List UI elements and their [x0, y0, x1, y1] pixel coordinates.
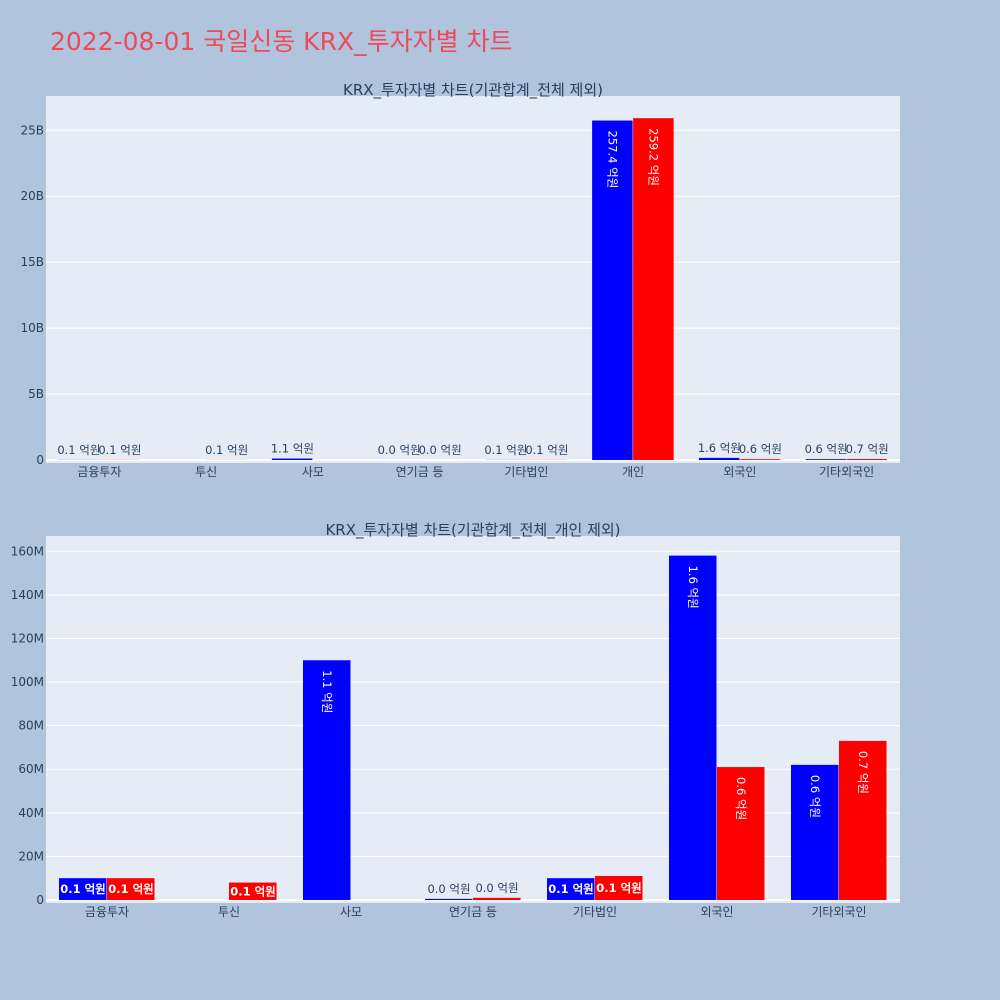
- bar: [739, 459, 781, 460]
- data-label: 0.0 억원: [427, 882, 470, 896]
- data-label: 0.7 억원: [856, 751, 870, 794]
- data-label: 0.1 억원: [108, 882, 154, 896]
- y-tick-label: 15B: [20, 255, 44, 269]
- bar: [303, 660, 351, 900]
- y-tick-label: 20M: [18, 849, 44, 863]
- x-tick-label: 연기금 등: [396, 465, 444, 479]
- data-label: 1.6 억원: [698, 441, 741, 455]
- bar: [547, 878, 595, 900]
- x-tick-label: 투신: [195, 465, 217, 479]
- data-label: 0.0 억원: [419, 443, 462, 457]
- plot-area-2: [46, 536, 900, 903]
- x-tick-label: 금융투자: [77, 465, 121, 479]
- data-label: 0.6 억원: [805, 442, 848, 456]
- data-label: 0.0 억원: [378, 443, 421, 457]
- x-tick-label: 외국인: [700, 905, 733, 919]
- x-tick-label: 사모: [340, 905, 362, 919]
- bar: [59, 878, 107, 900]
- x-tick-label: 기타외국인: [811, 905, 866, 919]
- chart-title: KRX_투자자별 차트(기관합계_전체 제외): [343, 81, 603, 100]
- data-label: 1.6 억원: [686, 566, 700, 609]
- y-tick-label: 120M: [11, 631, 44, 645]
- y-tick-label: 5B: [28, 387, 44, 401]
- bar: [595, 876, 643, 900]
- bar: [229, 882, 277, 900]
- bar: [271, 458, 313, 460]
- data-label: 0.1 억원: [525, 443, 568, 457]
- bar: [805, 459, 847, 460]
- data-label: 0.1 억원: [57, 443, 100, 457]
- data-label: 0.7 억원: [846, 442, 889, 456]
- y-tick-label: 100M: [11, 675, 44, 689]
- data-label: 0.6 억원: [808, 775, 822, 818]
- x-tick-label: 연기금 등: [449, 905, 497, 919]
- data-label: 0.1 억원: [484, 443, 527, 457]
- y-tick-label: 20B: [20, 189, 44, 203]
- plot-area-1: [46, 96, 900, 463]
- x-tick-label: 기타법인: [504, 465, 548, 479]
- data-label: 0.1 억원: [98, 443, 141, 457]
- y-tick-label: 40M: [18, 806, 44, 820]
- y-tick-label: 25B: [20, 123, 44, 137]
- y-tick-label: 10B: [20, 321, 44, 335]
- x-tick-label: 개인: [622, 465, 644, 479]
- x-tick-label: 기타법인: [573, 905, 617, 919]
- chart-title: KRX_투자자별 차트(기관합계_전체_개인 제외): [325, 521, 620, 540]
- data-label: 0.6 억원: [734, 777, 748, 820]
- bar: [592, 120, 633, 461]
- data-label: 0.1 억원: [60, 882, 106, 896]
- bar: [698, 457, 740, 460]
- y-tick-label: 80M: [18, 719, 44, 733]
- bar: [633, 118, 674, 460]
- data-label: 259.2 억원: [647, 128, 661, 186]
- y-tick-label: 60M: [18, 762, 44, 776]
- page-title: 2022-08-01 국일신동 KRX_투자자별 차트: [50, 27, 513, 56]
- bar: [717, 767, 765, 900]
- data-label: 0.0 억원: [475, 881, 518, 895]
- x-tick-label: 투신: [218, 905, 240, 919]
- y-tick-label: 140M: [11, 588, 44, 602]
- x-tick-label: 금융투자: [85, 905, 129, 919]
- data-label: 1.1 억원: [320, 670, 334, 713]
- x-tick-label: 외국인: [723, 465, 756, 479]
- bar: [107, 878, 155, 900]
- x-tick-label: 사모: [302, 465, 324, 479]
- bar: [473, 897, 521, 900]
- bar: [839, 740, 887, 900]
- data-label: 0.6 억원: [739, 442, 782, 456]
- data-label: 0.1 억원: [205, 443, 248, 457]
- data-label: 0.1 억원: [230, 884, 276, 898]
- bar: [846, 459, 888, 460]
- bar: [791, 764, 839, 900]
- x-tick-label: 기타외국인: [819, 465, 874, 479]
- y-tick-label: 160M: [11, 544, 44, 558]
- data-label: 257.4 억원: [606, 131, 620, 189]
- data-label: 0.1 억원: [596, 881, 642, 895]
- data-label: 1.1 억원: [271, 442, 314, 456]
- data-label: 0.1 억원: [548, 882, 594, 896]
- y-tick-label: 0: [36, 453, 44, 467]
- y-tick-label: 0: [36, 893, 44, 907]
- bar: [669, 555, 717, 900]
- bar: [425, 898, 473, 900]
